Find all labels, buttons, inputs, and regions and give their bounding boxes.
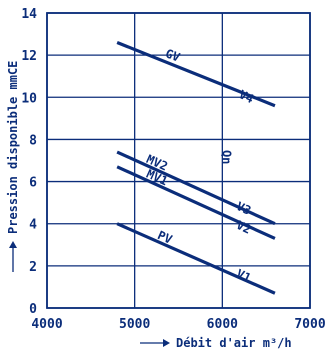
y-tick-label: 2 (29, 260, 37, 275)
y-axis-arrowhead (9, 241, 17, 248)
x-tick-label: 7000 (294, 317, 325, 332)
x-axis-label: Débit d'air m³/h (176, 336, 292, 350)
series-line-gv (116, 41, 276, 108)
series-label-pv: PV (155, 228, 174, 247)
y-tick-label: 10 (21, 91, 37, 106)
x-tick-label: 4000 (31, 317, 62, 332)
x-tick-label: 6000 (207, 317, 238, 332)
x-tick-label: 5000 (119, 317, 150, 332)
annotation-qn: Qn (219, 150, 233, 164)
y-tick-label: 6 (29, 176, 37, 191)
y-axis-label: Pression disponible mmCE (6, 61, 20, 234)
series-label-gv: GV (163, 46, 182, 64)
plot-frame (46, 12, 311, 309)
series-line-mv2 (116, 150, 276, 226)
y-tick-label: 8 (29, 133, 37, 148)
y-tick-label: 0 (29, 302, 37, 317)
series-line-pv (116, 222, 276, 295)
series-label-mv1: MV1 (144, 167, 170, 189)
y-tick-label: 4 (29, 218, 37, 233)
y-tick-label: 12 (21, 49, 37, 64)
x-axis-arrowhead (163, 339, 170, 347)
annotation-v1: V1 (234, 266, 253, 285)
y-tick-label: 14 (21, 7, 37, 22)
series-line-mv1 (116, 165, 276, 240)
annotation-v2: V2 (234, 218, 253, 237)
annotation-v4: V4 (237, 87, 256, 106)
annotation-v3: V3 (234, 199, 253, 218)
